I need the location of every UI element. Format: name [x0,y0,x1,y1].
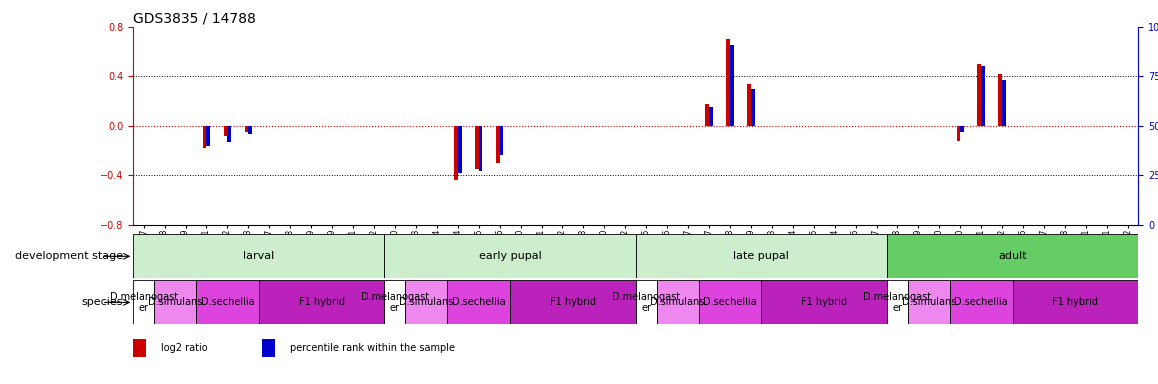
Text: D.simulans: D.simulans [651,297,705,308]
Bar [258,280,384,324]
Bar [750,89,755,126]
Bar [636,280,657,324]
Text: D.sechellia: D.sechellia [703,297,757,308]
Bar [248,126,252,134]
Text: D.melanogast
er: D.melanogast er [864,291,931,313]
Bar [1012,280,1138,324]
Bar [262,339,274,356]
Bar [726,39,730,126]
Bar [384,234,636,278]
Bar [244,126,248,132]
Text: F1 hybrid: F1 hybrid [299,297,345,308]
Bar [709,107,713,126]
Bar [133,339,146,356]
Bar [960,126,965,132]
Text: D.simulans: D.simulans [902,297,957,308]
Text: late pupal: late pupal [733,251,790,262]
Bar [998,74,1002,126]
Text: D.simulans: D.simulans [400,297,454,308]
Text: log2 ratio: log2 ratio [161,343,208,353]
Bar [730,45,734,126]
Bar [977,64,981,126]
Bar [478,126,483,172]
Text: D.simulans: D.simulans [148,297,203,308]
Bar [499,126,504,156]
Text: F1 hybrid: F1 hybrid [801,297,848,308]
Bar [636,234,887,278]
Bar [887,280,908,324]
Bar [133,280,154,324]
Bar [908,280,950,324]
Bar [887,234,1138,278]
Bar [698,280,762,324]
Text: D.sechellia: D.sechellia [954,297,1009,308]
Text: early pupal: early pupal [478,251,542,262]
Bar [405,280,447,324]
Bar [762,280,887,324]
Bar [496,126,499,163]
Text: D.sechellia: D.sechellia [200,297,255,308]
Text: species: species [81,297,123,308]
Bar [950,280,1012,324]
Bar [227,126,232,142]
Bar [196,280,258,324]
Bar [475,126,478,169]
Bar [957,126,960,141]
Bar [510,280,636,324]
Text: D.melanogast
er: D.melanogast er [110,291,177,313]
Text: larval: larval [243,251,274,262]
Bar [454,126,457,180]
Text: adult: adult [998,251,1027,262]
Text: D.melanogast
er: D.melanogast er [361,291,428,313]
Text: percentile rank within the sample: percentile rank within the sample [290,343,455,353]
Bar [206,126,211,146]
Bar [223,126,227,136]
Bar [1002,80,1006,126]
Bar [447,280,510,324]
Bar [981,66,985,126]
Text: F1 hybrid: F1 hybrid [550,297,596,308]
Bar [657,280,698,324]
Bar [747,84,750,126]
Text: GDS3835 / 14788: GDS3835 / 14788 [133,12,256,26]
Text: development stage: development stage [15,251,123,262]
Bar [705,104,709,126]
Text: D.sechellia: D.sechellia [452,297,506,308]
Text: D.melanogast
er: D.melanogast er [613,291,680,313]
Bar [203,126,206,148]
Bar [133,234,384,278]
Text: F1 hybrid: F1 hybrid [1053,297,1099,308]
Bar [154,280,196,324]
Bar [384,280,405,324]
Bar [457,126,462,173]
